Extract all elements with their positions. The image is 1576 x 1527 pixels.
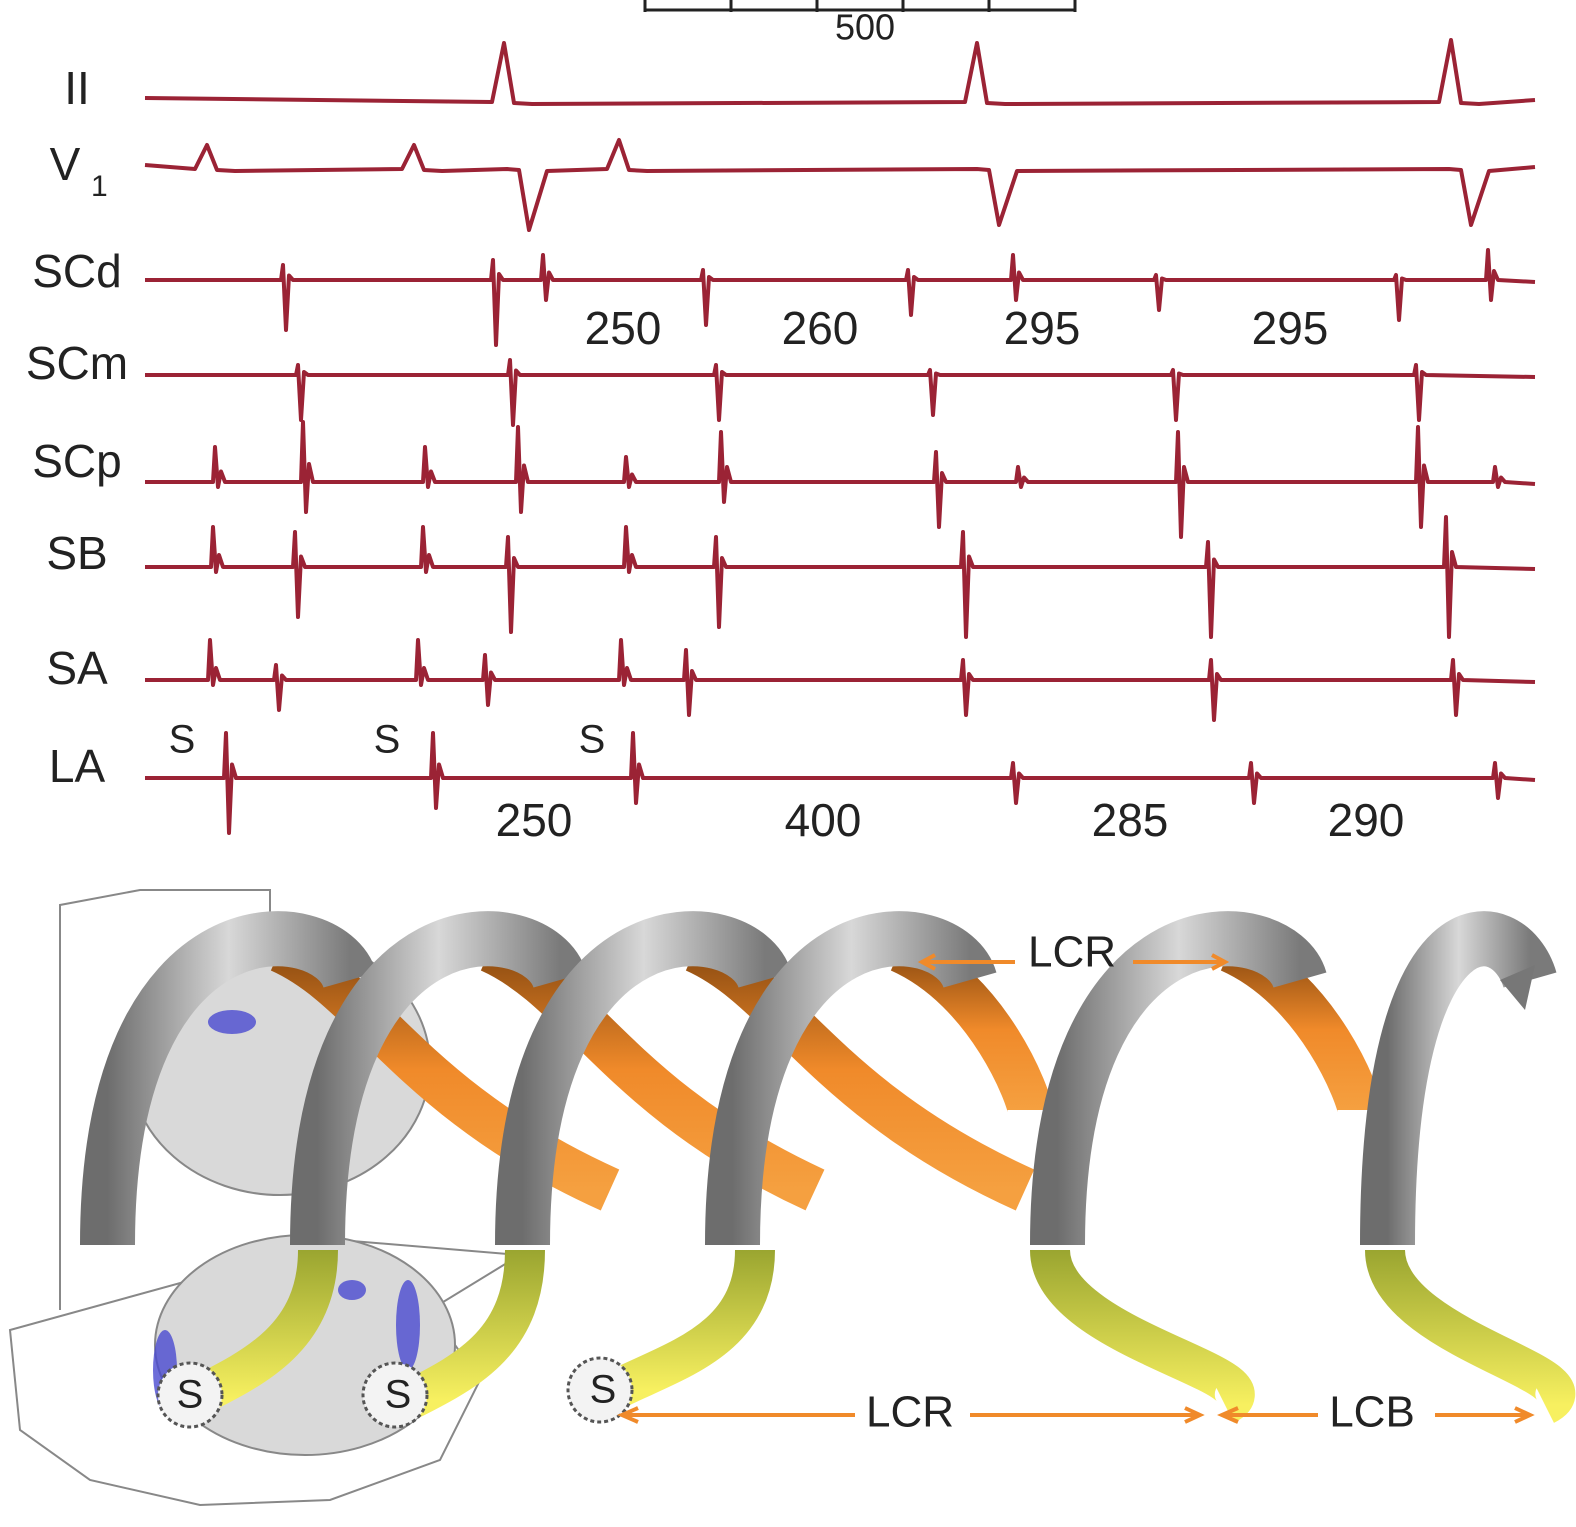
interval: 295 bbox=[1004, 302, 1081, 354]
ecg-trace bbox=[145, 358, 1536, 427]
yellow-arrow bbox=[1030, 1247, 1255, 1423]
lead-label: LA bbox=[49, 740, 106, 792]
gray-arc bbox=[80, 911, 377, 1246]
pacing-label: S bbox=[177, 1373, 204, 1417]
stim-label: S bbox=[579, 718, 606, 762]
interval: 285 bbox=[1092, 794, 1169, 846]
yellow-arrow bbox=[401, 1249, 545, 1418]
lead-label: SCp bbox=[32, 435, 121, 487]
arrow-head bbox=[1500, 965, 1535, 1010]
pacing-star bbox=[361, 1361, 429, 1429]
ecg-trace bbox=[145, 420, 1536, 539]
scale-label: 500 bbox=[835, 7, 895, 48]
ecg-trace bbox=[145, 248, 1536, 347]
pacing-label: S bbox=[385, 1373, 412, 1417]
lead-label: SCd bbox=[32, 245, 121, 297]
ecg-trace bbox=[145, 731, 1536, 835]
lead-label: SB bbox=[46, 527, 107, 579]
ecg-trace bbox=[144, 138, 1536, 232]
lead-label: SA bbox=[46, 642, 108, 694]
interval: 250 bbox=[496, 794, 573, 846]
interval-label: LCR bbox=[1028, 928, 1116, 977]
early-site bbox=[396, 1280, 420, 1370]
interval: 290 bbox=[1328, 794, 1405, 846]
activation-diagram: LCR LCR LCB S S S bbox=[8, 889, 1576, 1507]
interval-label: LCB bbox=[1329, 1388, 1415, 1437]
pacing-label: S bbox=[590, 1368, 617, 1412]
gray-arc bbox=[1360, 911, 1557, 1246]
traces bbox=[144, 38, 1536, 835]
gray-arc bbox=[495, 911, 792, 1246]
scale-bar bbox=[643, 0, 1077, 12]
interval: 260 bbox=[782, 302, 859, 354]
interval-arrow bbox=[917, 953, 1230, 971]
ecg-trace bbox=[144, 38, 1536, 106]
interval: 400 bbox=[785, 794, 862, 846]
lead-label: V bbox=[50, 138, 81, 190]
yellow-arrow bbox=[1365, 1247, 1576, 1423]
ecg-trace bbox=[145, 515, 1536, 639]
early-site bbox=[338, 1280, 366, 1300]
interval-label: LCR bbox=[866, 1388, 954, 1437]
gray-arc bbox=[705, 911, 997, 1246]
gray-arc bbox=[1030, 911, 1327, 1246]
pacing-star bbox=[156, 1361, 224, 1429]
interval-arrow bbox=[617, 1406, 1205, 1424]
interval: 250 bbox=[585, 302, 662, 354]
gray-arc bbox=[290, 911, 587, 1246]
ecg-trace bbox=[145, 638, 1536, 722]
interval: 295 bbox=[1252, 302, 1329, 354]
stim-label: S bbox=[374, 718, 401, 762]
interval-arrow bbox=[1217, 1406, 1535, 1424]
lead-label: II bbox=[64, 62, 90, 114]
yellow-arrow bbox=[606, 1249, 775, 1408]
pacing-star bbox=[566, 1356, 634, 1424]
lead-subscript: 1 bbox=[91, 170, 108, 203]
early-site bbox=[208, 1010, 256, 1034]
stim-label: S bbox=[169, 718, 196, 762]
lead-label: SCm bbox=[26, 337, 128, 389]
